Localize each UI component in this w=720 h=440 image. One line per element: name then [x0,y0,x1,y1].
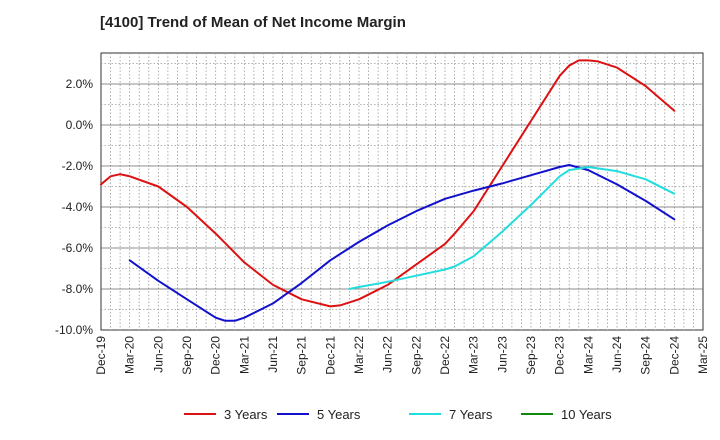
x-tick-label: Mar-21 [237,336,251,374]
x-tick-label: Dec-19 [94,336,108,375]
x-tick-label: Mar-23 [467,336,481,374]
x-tick-label: Sep-22 [409,336,423,375]
y-tick-label: 0.0% [66,118,94,132]
y-tick-label: -4.0% [62,200,94,214]
x-tick-label: Mar-25 [696,336,710,374]
x-tick-label: Jun-23 [495,336,509,373]
y-tick-label: 2.0% [66,77,94,91]
series-line-2 [128,164,676,322]
y-tick-label: -6.0% [62,241,94,255]
x-tick-label: Sep-21 [295,336,309,375]
y-tick-label: -8.0% [62,282,94,296]
x-tick-label: Dec-21 [323,336,337,375]
x-tick-label: Dec-22 [438,336,452,375]
plot-border [100,52,704,331]
series-layer [100,59,676,322]
chart-title: [4100] Trend of Mean of Net Income Margi… [100,14,406,31]
legend-label: 5 Years [317,407,361,422]
x-tick-label: Mar-24 [581,336,595,374]
legend-label: 10 Years [561,407,612,422]
y-tick-label: -2.0% [62,159,94,173]
legend-label: 7 Years [449,407,493,422]
series-line-1 [100,59,676,308]
x-tick-label: Mar-22 [352,336,366,374]
series-line-3 [348,166,676,290]
y-tick-label: -10.0% [55,323,93,337]
x-tick-label: Jun-24 [610,336,624,373]
legend-label: 3 Years [224,407,268,422]
x-tick-label: Jun-21 [266,336,280,373]
x-tick-label: Dec-23 [553,336,567,375]
x-tick-label: Sep-24 [639,336,653,375]
x-tick-label: Mar-20 [123,336,137,374]
x-tick-label: Dec-20 [209,336,223,375]
x-tick-label: Sep-20 [180,336,194,375]
x-tick-label: Sep-23 [524,336,538,375]
grid-layer [100,52,704,331]
x-tick-label: Jun-20 [151,336,165,373]
x-tick-label: Dec-24 [667,336,681,375]
legend: 3 Years 5 Years 7 Years 10 Years [184,407,612,422]
axis-layer: 2.0% 0.0% -2.0% -4.0% -6.0% -8.0% -10.0%Dec-19… [55,77,710,375]
x-tick-label: Jun-22 [381,336,395,373]
